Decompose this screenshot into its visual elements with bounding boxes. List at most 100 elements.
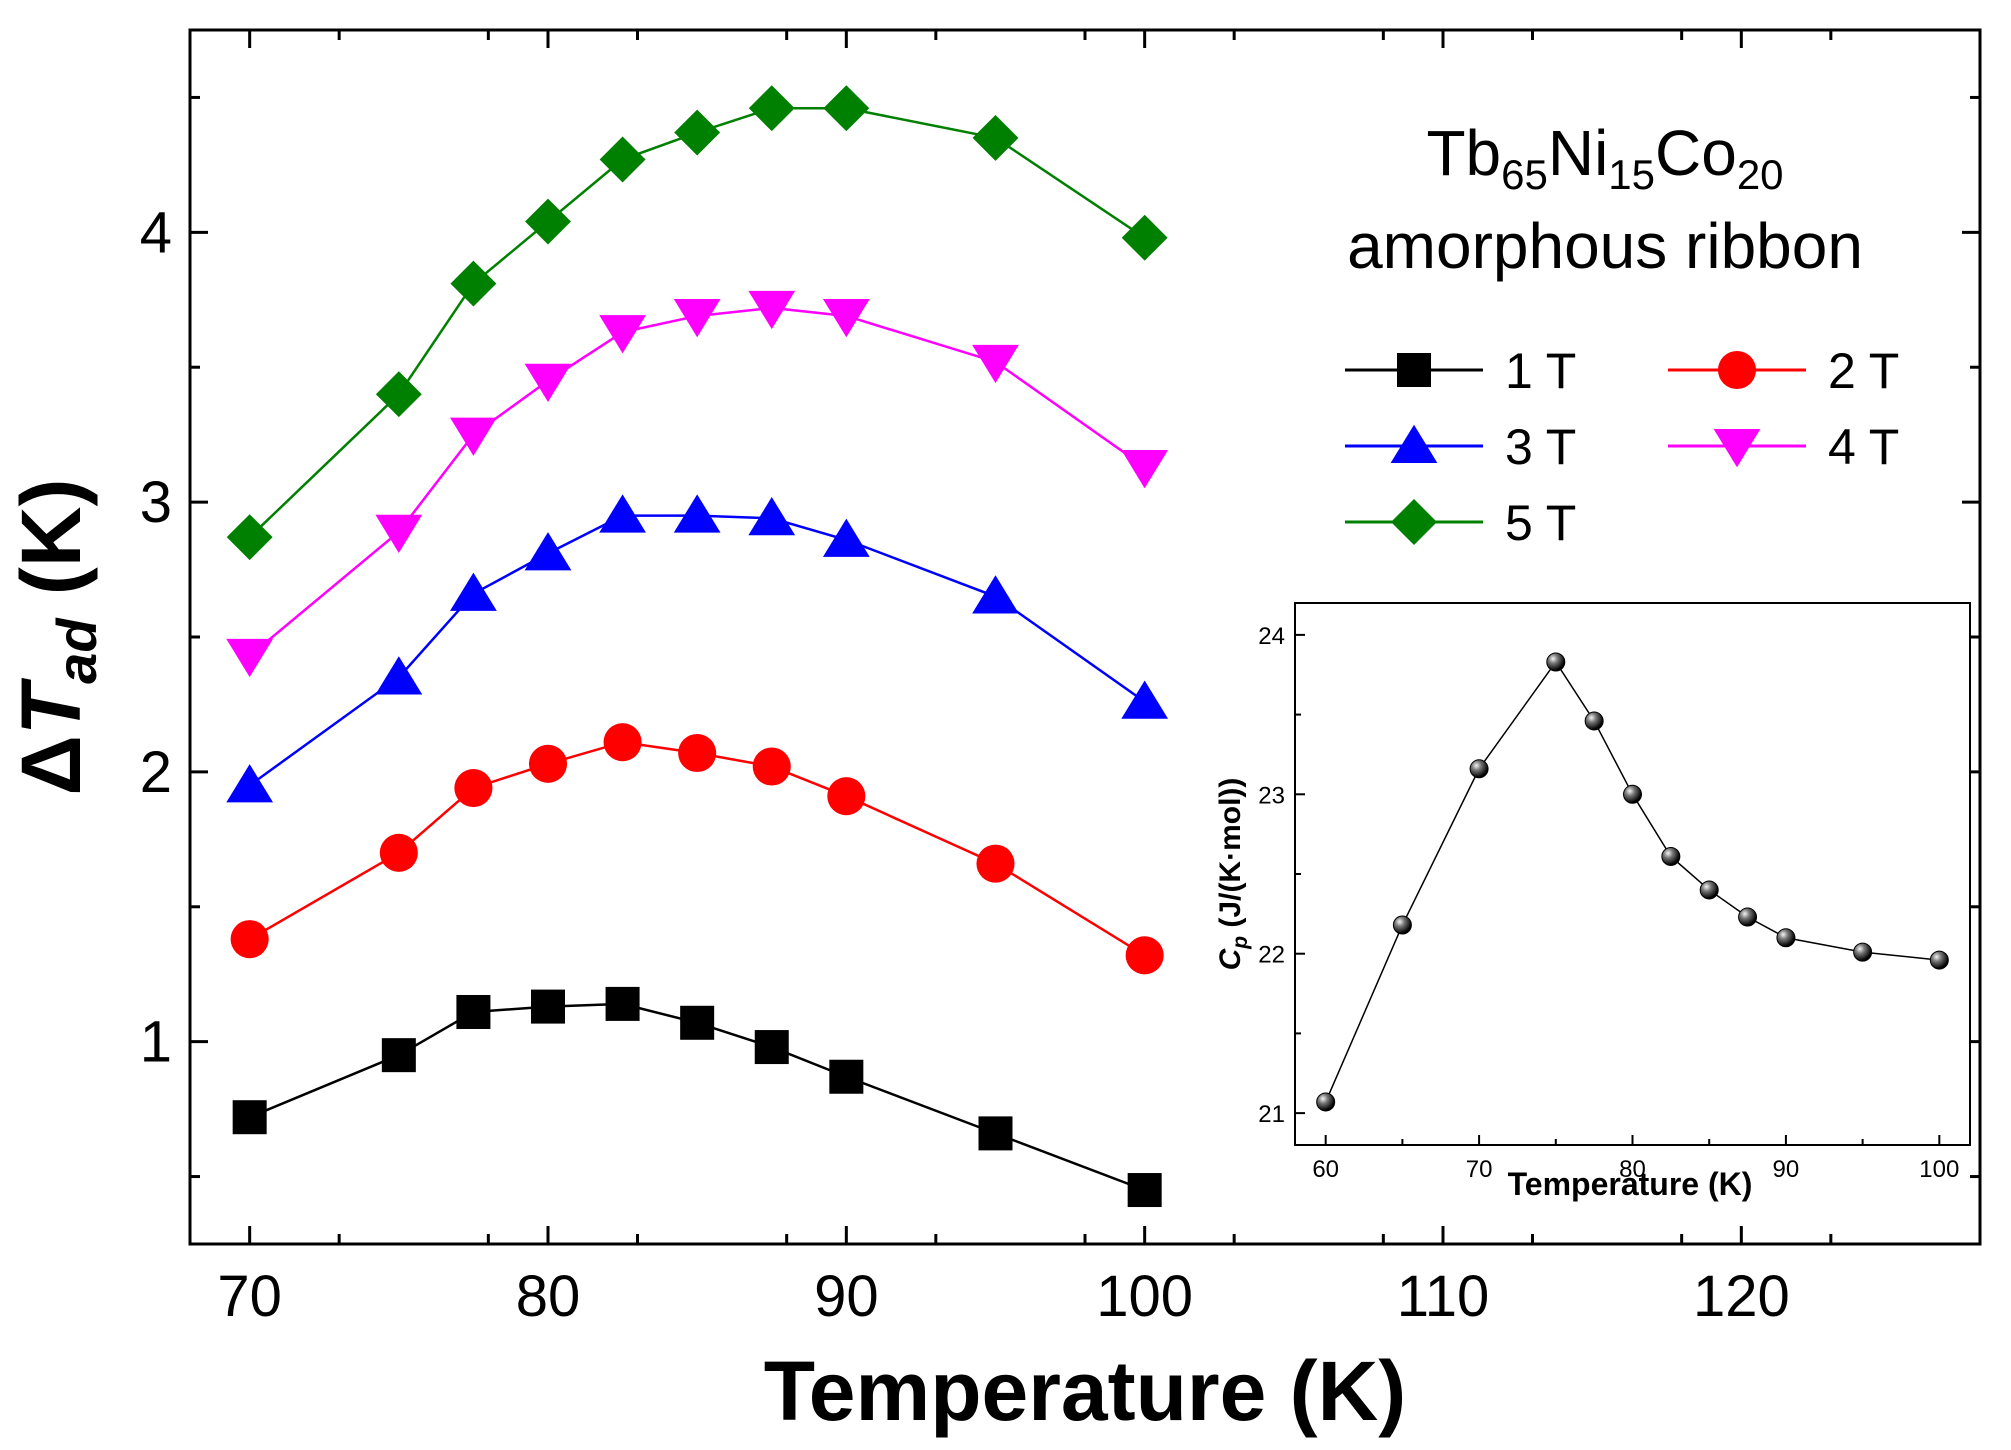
title-sub-65: 65 [1501,151,1548,198]
data-point-1t [829,1059,864,1094]
inset-x-tick-label: 90 [1773,1156,1800,1183]
series-line-4t [248,306,1146,657]
data-point-5t [674,109,721,156]
inset-y-tick-label: 23 [1258,782,1285,809]
data-point-1t [531,989,565,1024]
main-x-tick-label: 100 [1096,1264,1193,1329]
inset-x-tick-label: 60 [1312,1156,1339,1183]
data-point-3t [748,497,796,536]
data-point-1t [456,994,491,1029]
inset-y-tick-label: 22 [1258,942,1285,969]
inset-series-group [1316,652,1949,1112]
inset-data-point [1392,915,1412,935]
main-y-tick-label: 4 [140,200,172,265]
chart-title-formula: Tb65Ni15Co20 [1426,117,1783,198]
legend-marker [1717,350,1757,390]
data-point-2t [230,920,269,959]
series-line-5t [248,106,1146,539]
main-x-tick-label: 70 [217,1264,282,1329]
data-point-5t [823,85,870,132]
data-point-3t [599,494,646,533]
data-point-5t [226,514,273,561]
data-point-3t [226,764,274,803]
data-point-3t [822,518,870,557]
legend-label: 1 T [1505,343,1576,399]
data-point-4t [226,638,274,678]
legend-label: 5 T [1505,495,1576,551]
chart-title-material: amorphous ribbon [1347,210,1863,282]
inset-data-point [1853,942,1873,962]
data-point-3t [450,572,497,611]
inset-y-axis-label: Cp (J/(K·mol)) [1214,778,1252,971]
inset-data-point [1469,759,1489,779]
data-point-5t [972,114,1019,161]
main-y-label-delta: Δ [4,735,98,795]
legend-label: 2 T [1828,343,1899,399]
main-x-tick-label: 90 [814,1264,879,1329]
data-point-3t [375,656,423,695]
legend-label: 4 T [1828,419,1899,475]
data-point-4t [972,344,1019,384]
legend-marker [1391,499,1437,545]
data-point-4t [822,298,870,338]
main-y-tick-label: 1 [140,1010,172,1075]
inset-x-tick-label: 100 [1919,1156,1959,1183]
main-y-tick-label: 2 [140,740,172,805]
data-point-2t [528,744,568,783]
data-point-4t [599,315,646,354]
data-point-5t [375,371,422,418]
inset-y-label-symbol: C [1214,947,1247,970]
data-point-1t [232,1100,267,1135]
inset-y-label-unit: (J/(K·mol)) [1214,778,1247,936]
data-point-2t [678,733,717,773]
data-point-5t [748,85,795,132]
data-point-2t [603,723,642,762]
data-point-2t [827,777,866,816]
data-point-1t [1127,1173,1162,1208]
data-point-4t [673,298,721,338]
inset-x-tick-label: 80 [1619,1156,1646,1183]
main-y-label-subscript: ad [45,617,108,684]
data-point-1t [680,1005,715,1040]
data-point-5t [450,260,497,307]
inset-axes: 60 70 80 90 100 21 22 23 24 [1258,623,1959,1183]
data-point-5t [1121,214,1168,261]
inset-data-point [1546,652,1566,672]
inset-x-tick-label: 70 [1466,1156,1493,1183]
series-line-3t [248,514,1146,787]
data-point-1t [605,986,640,1021]
inset-plot-frame [1294,602,1971,1146]
inset-x-axis-label: Temperature (K) [1508,1166,1753,1202]
legend-marker [1713,429,1761,468]
data-point-2t [752,747,791,786]
inset-y-label-subscript: p [1229,936,1252,950]
title-part-ni: Ni [1548,117,1608,189]
data-point-3t [1121,680,1169,719]
main-x-axis-label: Temperature (K) [764,1344,1407,1438]
main-y-tick-label: 3 [140,470,172,535]
series-line-2t [249,740,1146,957]
main-y-label-symbol: T [4,677,98,735]
inset-y-tick-label: 21 [1258,1101,1285,1128]
inset-y-tick-label: 24 [1258,623,1285,650]
data-point-3t [972,575,1019,614]
inset-data-point [1623,784,1642,804]
data-point-5t [525,198,571,245]
inset-data-point [1584,711,1604,731]
legend-marker [1397,353,1431,387]
data-point-1t [754,1030,789,1065]
legend-marker [1390,424,1438,463]
main-x-tick-label: 80 [516,1264,581,1329]
main-y-axis-label: ΔTad (K) [4,479,108,796]
series-line-1t [249,1002,1146,1192]
data-point-3t [673,494,721,533]
title-part-tb: Tb [1426,117,1501,189]
inset-data-point [1699,880,1719,900]
inset-data-point [1661,846,1681,866]
data-point-4t [450,417,497,456]
title-part-co: Co [1655,117,1737,189]
inset-data-point [1738,907,1758,927]
legend: 1 T 2 T 3 T 4 T 5 T [1345,343,1899,551]
